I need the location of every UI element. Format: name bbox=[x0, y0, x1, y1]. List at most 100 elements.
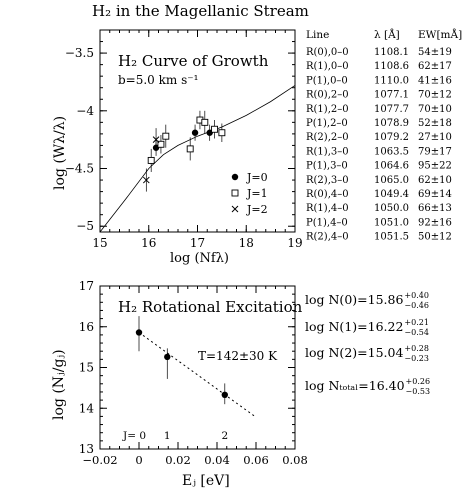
legend-label: J=1 bbox=[246, 187, 268, 200]
table-cell-line: R(2),3–0 bbox=[306, 175, 349, 186]
column-density-lower-error: −0.46 bbox=[404, 301, 429, 310]
top-x-tick-label: 17 bbox=[190, 236, 205, 250]
table-cell-ew: 27±10 bbox=[418, 132, 452, 143]
top-y-tick-label: −4 bbox=[76, 104, 94, 118]
table-cell-ew: 95±22 bbox=[418, 161, 452, 172]
table-header: λ [Å] bbox=[374, 27, 400, 41]
level-labels: J= 0 1 2 bbox=[122, 430, 228, 442]
top-ticks: 15 16 17 18 19 −5 −4.5 −4 −3.5 bbox=[65, 29, 303, 250]
table-cell-ew: 50±12 bbox=[418, 232, 452, 243]
table-cell-wavelength: 1063.5 bbox=[374, 146, 409, 157]
bottom-x-tick-label: 0.04 bbox=[204, 453, 230, 467]
top-data-point-j1 bbox=[157, 140, 165, 148]
table-header: EW[mÅ] bbox=[418, 27, 462, 41]
legend-marker bbox=[231, 173, 239, 181]
table-cell-ew: 41±16 bbox=[418, 75, 452, 86]
bottom-marks bbox=[135, 316, 257, 418]
top-data-point-j2 bbox=[152, 136, 160, 144]
top-data-point-j1 bbox=[211, 125, 219, 133]
top-data-point-j1 bbox=[147, 156, 155, 164]
excitation-fit-line bbox=[138, 332, 257, 418]
bottom-data-point bbox=[164, 353, 171, 361]
temperature-annotation: T=142±30 K bbox=[198, 349, 278, 363]
table-cell-wavelength: 1051.0 bbox=[374, 217, 409, 228]
table-cell-line: R(1),2–0 bbox=[306, 104, 349, 115]
table-cell-wavelength: 1064.6 bbox=[374, 161, 409, 172]
table-header: Line bbox=[306, 29, 329, 41]
top-data-point-j1 bbox=[186, 145, 194, 153]
table-cell-ew: 62±17 bbox=[418, 61, 452, 72]
line-table: Line λ [Å] EW[mÅ] R(0),0–0 1108.1 54±19 R(1),0… bbox=[306, 27, 462, 243]
level-label: 2 bbox=[221, 430, 228, 442]
table-cell-wavelength: 1079.2 bbox=[374, 132, 409, 143]
bottom-y-tick-label: 16 bbox=[79, 320, 94, 334]
table-cell-wavelength: 1108.1 bbox=[374, 47, 409, 58]
table-cell-line: R(1),0–0 bbox=[306, 61, 349, 72]
top-x-tick-label: 15 bbox=[92, 236, 107, 250]
bottom-x-tick-label: −0.02 bbox=[82, 453, 117, 467]
top-data-point-j1 bbox=[162, 132, 170, 140]
bottom-y-axis-label: log (Nⱼ/gⱼ) bbox=[51, 349, 67, 420]
column-density-label: log N(2)=15.04 bbox=[305, 345, 403, 360]
column-density-label: log N(1)=16.22 bbox=[305, 319, 403, 334]
table-cell-ew: 66±13 bbox=[418, 203, 452, 214]
table-cell-ew: 92±16 bbox=[418, 217, 452, 228]
column-density-lower-error: −0.23 bbox=[404, 354, 429, 363]
page-title: H₂ in the Magellanic Stream bbox=[92, 2, 309, 20]
table-cell-line: R(1),4–0 bbox=[306, 203, 349, 214]
table-cell-line: R(2),2–0 bbox=[306, 132, 349, 143]
column-density-upper-error: +0.26 bbox=[406, 377, 431, 386]
top-marks bbox=[99, 85, 296, 233]
table-cell-ew: 54±19 bbox=[418, 47, 452, 58]
bottom-x-tick-label: 0 bbox=[135, 453, 142, 467]
level-label: J= 0 bbox=[122, 430, 146, 442]
top-panel-subtitle: b=5.0 km s⁻¹ bbox=[118, 73, 198, 87]
table-cell-ew: 69±14 bbox=[418, 189, 452, 200]
table-cell-wavelength: 1050.0 bbox=[374, 203, 409, 214]
table-cell-line: P(1),4–0 bbox=[306, 217, 348, 228]
top-data-point-j0 bbox=[191, 129, 199, 136]
table-cell-ew: 52±18 bbox=[418, 118, 452, 129]
column-density-lower-error: −0.53 bbox=[406, 387, 431, 396]
legend-label: J=2 bbox=[246, 203, 268, 216]
top-legend: J=0 J=1 J=2 bbox=[231, 171, 268, 216]
table-cell-wavelength: 1110.0 bbox=[374, 75, 409, 86]
top-data-point-j2 bbox=[142, 176, 150, 184]
curve-of-growth-line bbox=[99, 85, 296, 233]
table-cell-ew: 62±10 bbox=[418, 175, 452, 186]
table-cell-wavelength: 1078.9 bbox=[374, 118, 409, 129]
column-density-lower-error: −0.54 bbox=[404, 328, 429, 337]
top-x-axis-label: log (Nfλ) bbox=[170, 251, 229, 266]
top-y-tick-label: −5 bbox=[76, 219, 94, 233]
rotational-excitation-panel: −0.02 0 0.02 0.04 0.06 0.08 13 14 15 16 17 H₂ Rota… bbox=[51, 279, 308, 489]
top-data-point-j1 bbox=[218, 129, 226, 137]
table-cell-line: R(1),3–0 bbox=[306, 146, 349, 157]
column-density-upper-error: +0.21 bbox=[404, 318, 429, 327]
bottom-ticks: −0.02 0 0.02 0.04 0.06 0.08 13 14 15 16 17 bbox=[79, 279, 308, 467]
legend-marker bbox=[231, 189, 239, 197]
top-x-tick-label: 16 bbox=[141, 236, 156, 250]
bottom-y-tick-label: 17 bbox=[79, 279, 94, 293]
column-density-label: log Nₜₒₜₐₗ=16.40 bbox=[305, 378, 405, 393]
level-label: 1 bbox=[164, 430, 171, 442]
bottom-y-tick-label: 15 bbox=[79, 361, 94, 375]
table-cell-ew: 70±12 bbox=[418, 90, 452, 101]
table-cell-wavelength: 1065.0 bbox=[374, 175, 409, 186]
column-density-label: log N(0)=15.86 bbox=[305, 292, 403, 307]
bottom-panel-title: H₂ Rotational Excitation bbox=[118, 298, 303, 316]
bottom-x-tick-label: 0.08 bbox=[282, 453, 308, 467]
column-density-upper-error: +0.40 bbox=[404, 291, 429, 300]
column-density-upper-error: +0.28 bbox=[404, 344, 429, 353]
bottom-x-tick-label: 0.02 bbox=[165, 453, 191, 467]
table-cell-wavelength: 1051.5 bbox=[374, 232, 409, 243]
table-cell-wavelength: 1077.1 bbox=[374, 90, 409, 101]
table-cell-line: P(1),0–0 bbox=[306, 75, 348, 86]
curve-of-growth-panel: 15 16 17 18 19 −5 −4.5 −4 −3.5 H₂ Curve of Growt… bbox=[52, 29, 303, 266]
bottom-y-tick-label: 13 bbox=[79, 442, 94, 456]
table-cell-line: R(0),4–0 bbox=[306, 189, 349, 200]
table-cell-line: R(0),0–0 bbox=[306, 47, 349, 58]
top-panel-title: H₂ Curve of Growth bbox=[118, 52, 269, 70]
top-y-tick-label: −3.5 bbox=[65, 46, 94, 60]
bottom-data-point bbox=[221, 391, 228, 399]
